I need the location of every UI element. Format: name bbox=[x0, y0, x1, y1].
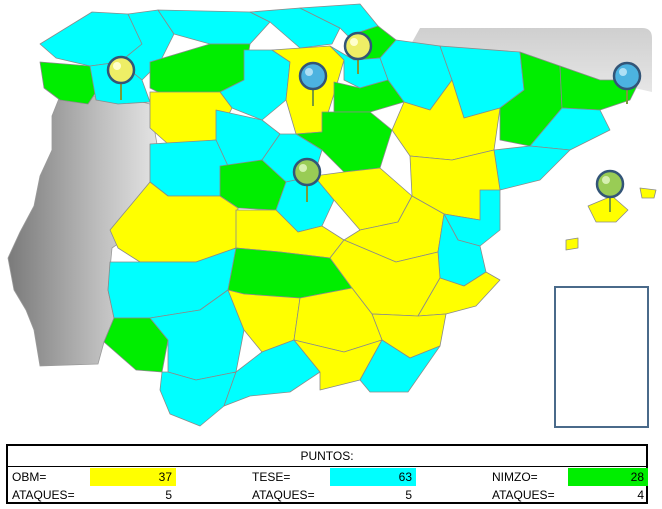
score-panel: PUNTOS: OBM= 37 TESE= 63 NIMZO= 28 ATAQU… bbox=[6, 444, 648, 504]
nimzo-attacks: 4 bbox=[637, 488, 644, 502]
cantabria-pin[interactable] bbox=[343, 31, 373, 74]
province-asturias[interactable] bbox=[157, 9, 271, 45]
province-mallorca[interactable] bbox=[587, 195, 629, 223]
burgos-pin[interactable] bbox=[298, 61, 328, 106]
galicia-pin[interactable] bbox=[106, 55, 136, 100]
empty-selection-box[interactable] bbox=[554, 286, 649, 428]
madrid-pin[interactable] bbox=[292, 157, 322, 202]
province-malaga[interactable] bbox=[223, 339, 321, 407]
tese-points: 63 bbox=[330, 468, 416, 486]
province-almeria[interactable] bbox=[359, 339, 441, 393]
spain-map bbox=[7, 3, 657, 428]
nimzo-label: NIMZO= bbox=[492, 470, 538, 484]
score-title: PUNTOS: bbox=[8, 446, 646, 467]
cataluna-pin[interactable] bbox=[612, 61, 642, 104]
province-menorca[interactable] bbox=[639, 187, 657, 199]
nimzo-points: 28 bbox=[568, 468, 648, 486]
obm-points: 37 bbox=[90, 468, 176, 486]
province-ibiza[interactable] bbox=[565, 237, 579, 251]
baleares-pin[interactable] bbox=[595, 169, 625, 212]
tese-label: TESE= bbox=[252, 470, 291, 484]
province-salamanca[interactable] bbox=[149, 139, 229, 197]
tese-attacks: 5 bbox=[405, 488, 412, 502]
province-cadiz[interactable] bbox=[159, 371, 237, 427]
province-tarragona[interactable] bbox=[493, 145, 571, 191]
tese-attacks-label: ATAQUES= bbox=[252, 488, 315, 502]
obm-attacks-label: ATAQUES= bbox=[12, 488, 75, 502]
province-zaragoza[interactable] bbox=[391, 79, 501, 161]
obm-label: OBM= bbox=[12, 470, 47, 484]
provinces bbox=[39, 3, 657, 427]
nimzo-attacks-label: ATAQUES= bbox=[492, 488, 555, 502]
province-barcelona[interactable] bbox=[529, 107, 611, 151]
obm-attacks: 5 bbox=[165, 488, 172, 502]
